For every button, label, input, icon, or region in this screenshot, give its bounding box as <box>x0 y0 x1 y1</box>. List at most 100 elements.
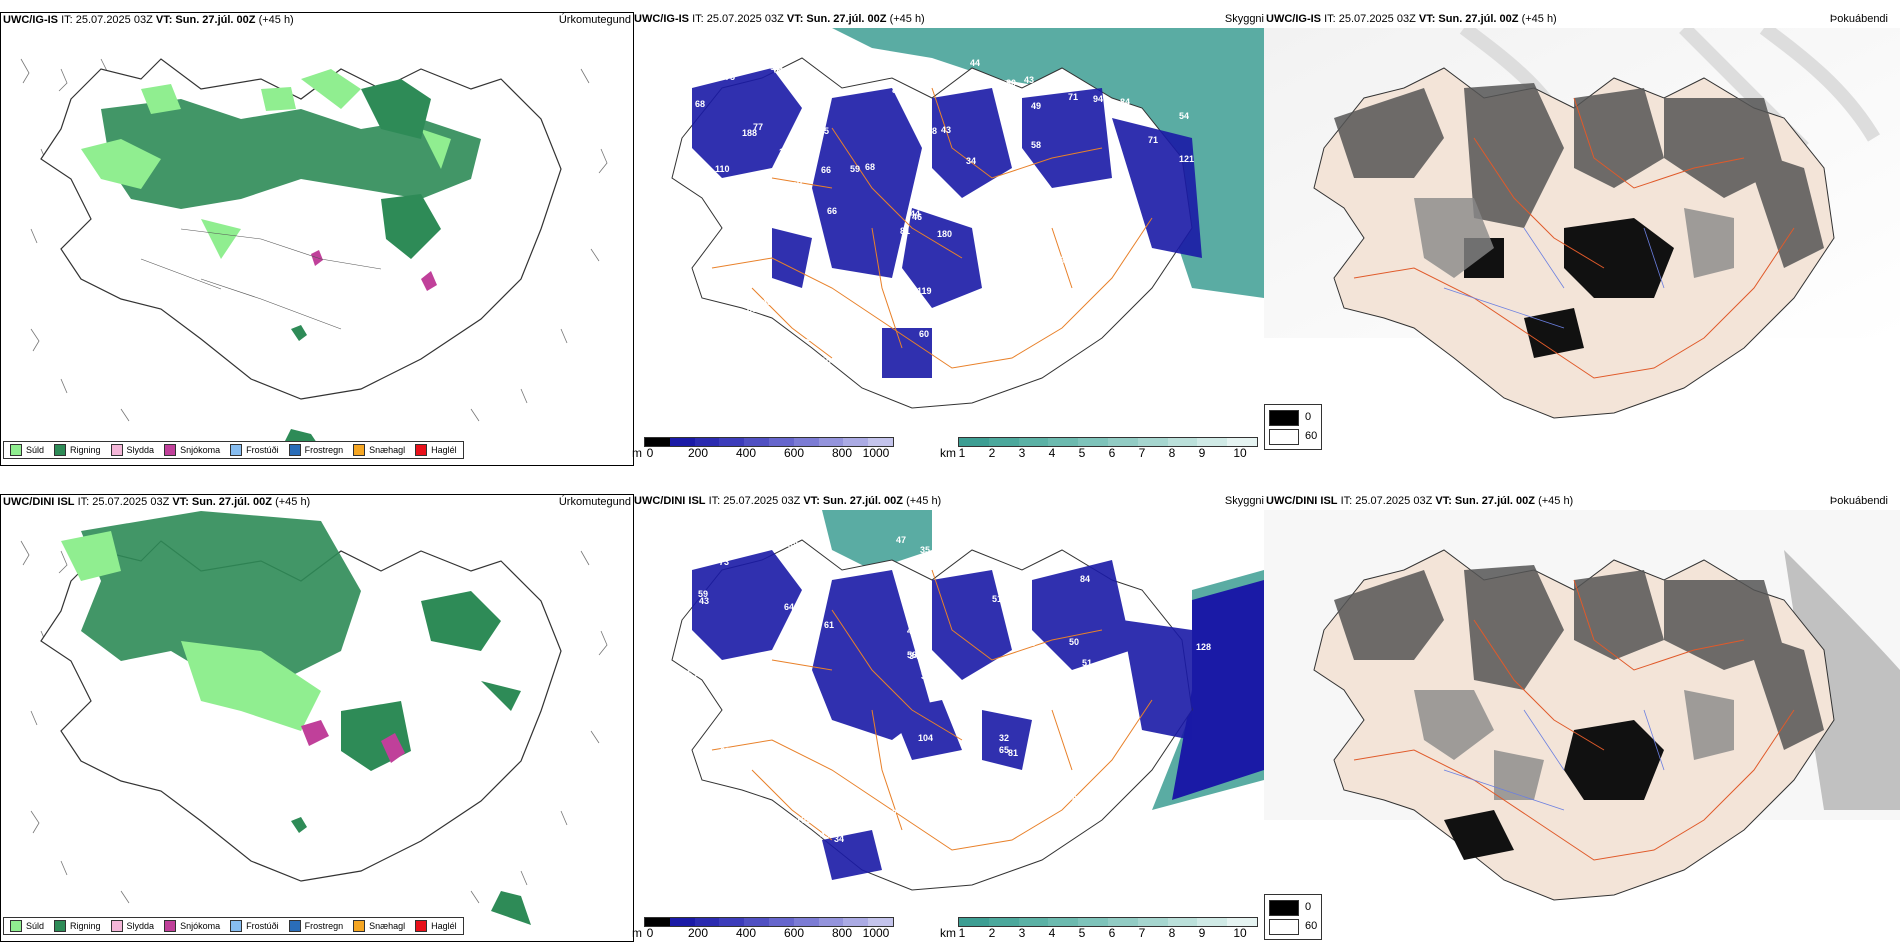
visibility-map: 5335506559445951474246354743644853564958… <box>671 510 1264 891</box>
visibility-value: 59 <box>743 697 753 707</box>
panel-title: UWC/DINI ISL IT: 25.07.2025 03Z VT: Sun.… <box>3 496 311 508</box>
visibility-value: 65 <box>1176 577 1186 587</box>
visibility-value: 49 <box>971 717 981 727</box>
visibility-value: 60 <box>919 329 929 339</box>
visibility-value: 121 <box>1179 154 1194 164</box>
visibility-value: 104 <box>821 356 836 366</box>
legend-item: Rigning <box>54 920 101 932</box>
visibility-value: 75 <box>725 72 735 82</box>
visibility-value: 38 <box>806 333 816 343</box>
visibility-value: 73 <box>719 557 729 567</box>
visibility-value: 84 <box>1080 574 1090 584</box>
visibility-value: 38 <box>788 540 798 550</box>
visibility-value: 65 <box>1179 560 1189 570</box>
visibility-value: 54 <box>1179 111 1189 121</box>
visibility-value: 79 <box>1055 255 1065 265</box>
visibility-value: 95 <box>758 835 768 845</box>
visibility-value: 47 <box>907 626 917 636</box>
visibility-value: 51 <box>1088 803 1098 813</box>
visibility-value: 63 <box>914 124 924 134</box>
visibility-value: 53 <box>1046 780 1056 790</box>
visibility-value: 64 <box>802 316 812 326</box>
panel-title: UWC/DINI ISL IT: 25.07.2025 03Z VT: Sun.… <box>634 495 942 507</box>
legend-item: Snæhagl <box>353 444 405 456</box>
visibility-value: 77 <box>753 122 763 132</box>
visibility-value: 68 <box>695 99 705 109</box>
visibility-value: 35 <box>1079 722 1089 732</box>
visibility-labels: 180 188 46 40 36 50 43 43 49 47 41 43 53 54 81 58 86 63 34… <box>686 50 1194 377</box>
visibility-value: 43 <box>1170 360 1180 370</box>
visibility-value: 35 <box>920 545 930 555</box>
fog-panel-top: UWC/IG-IS IT: 25.07.2025 03Z VT: Sun. 27… <box>1264 12 1900 464</box>
visibility-value: 41 <box>774 66 784 76</box>
visibility-value: 35 <box>819 126 829 136</box>
visibility-value: 80 <box>685 794 695 804</box>
visibility-value: 58 <box>1089 851 1099 861</box>
visibility-value: 51 <box>1082 658 1092 668</box>
visibility-value: 53 <box>687 669 697 679</box>
visibility-value: 86 <box>910 318 920 328</box>
precip-panel-top: UWC/IG-IS IT: 25.07.2025 03Z VT: Sun. 27… <box>0 12 634 466</box>
visibility-value: 91 <box>1020 812 1030 822</box>
visibility-value: 52 <box>823 295 833 305</box>
visibility-value: 46 <box>1050 273 1060 283</box>
legend-item: Slydda <box>110 444 154 456</box>
visibility-value: 71 <box>1068 92 1078 102</box>
precip-legend: Súld Rigning Slydda Snjókoma Frostúði Fr… <box>3 441 464 459</box>
visibility-value: 66 <box>827 206 837 216</box>
visibility-value: 69 <box>729 367 739 377</box>
legend-item: Haglél <box>415 444 457 456</box>
panel-label: Þokuábendi <box>1829 13 1888 25</box>
visibility-value: 56 <box>715 692 725 702</box>
visibility-value: 46 <box>916 191 926 201</box>
precip-map <box>20 58 608 449</box>
panel-title: UWC/IG-IS IT: 25.07.2025 03Z VT: Sun. 27… <box>3 14 294 26</box>
panel-label: Skyggni <box>1224 13 1264 25</box>
elevation-colorbar: m 0 200 400 600 800 1000 <box>632 437 894 461</box>
visibility-value: 66 <box>821 165 831 175</box>
visibility-value: 188 <box>742 128 757 138</box>
visibility-value: 59 <box>850 164 860 174</box>
visibility-value: 100 <box>722 332 737 342</box>
visibility-value: 47 <box>896 535 906 545</box>
visibility-value: 34 <box>834 834 844 844</box>
visibility-value: 36 <box>988 181 998 191</box>
visibility-value: 42 <box>1071 255 1081 265</box>
visibility-value: 78 <box>787 680 797 690</box>
visibility-value: 57 <box>723 346 733 356</box>
panel-title: UWC/IG-IS IT: 25.07.2025 03Z VT: Sun. 27… <box>1266 13 1557 25</box>
legend-item: Snjókoma <box>164 920 220 932</box>
legend-item: Frostúði <box>230 920 279 932</box>
visibility-value: 21 <box>961 316 971 326</box>
visibility-value: 52 <box>1030 669 1040 679</box>
visibility-value: 56 <box>991 673 1001 683</box>
visibility-value: 68 <box>865 162 875 172</box>
precip-map <box>20 511 608 925</box>
visibility-value: 45 <box>762 297 772 307</box>
visibility-value: 48 <box>791 769 801 779</box>
panel-title: UWC/IG-IS IT: 25.07.2025 03Z VT: Sun. 27… <box>634 13 925 25</box>
visibility-value: 65 <box>999 745 1009 755</box>
visibility-colorbar: km 1 2 3 4 5 6 7 8 9 10 <box>940 437 1264 461</box>
visibility-value: 81 <box>900 226 910 236</box>
visibility-value: 49 <box>820 830 830 840</box>
visibility-colorbar: km 1 2 3 4 5 6 7 8 9 10 <box>940 917 1264 940</box>
visibility-value: 94 <box>1093 94 1103 104</box>
visibility-value: 64 <box>784 602 794 612</box>
visibility-value: 37 <box>1128 360 1138 370</box>
visibility-value: 68 <box>931 183 941 193</box>
visibility-value: 52 <box>718 725 728 735</box>
visibility-value: 73 <box>768 50 778 60</box>
visibility-value: 41 <box>1164 325 1174 335</box>
visibility-value: 58 <box>1031 140 1041 150</box>
visibility-value: 46 <box>912 212 922 222</box>
precip-panel-bottom: UWC/DINI ISL IT: 25.07.2025 03Z VT: Sun.… <box>0 494 634 942</box>
visibility-value: 44 <box>1135 846 1145 856</box>
fog-legend: 0 60 <box>1264 404 1322 450</box>
legend-item: Haglél <box>415 920 457 932</box>
visibility-value: 60 <box>720 746 730 756</box>
visibility-value: 43 <box>1024 75 1034 85</box>
visibility-value: 43 <box>686 165 696 175</box>
legend-item: Frostregn <box>288 444 343 456</box>
visibility-value: 61 <box>824 620 834 630</box>
